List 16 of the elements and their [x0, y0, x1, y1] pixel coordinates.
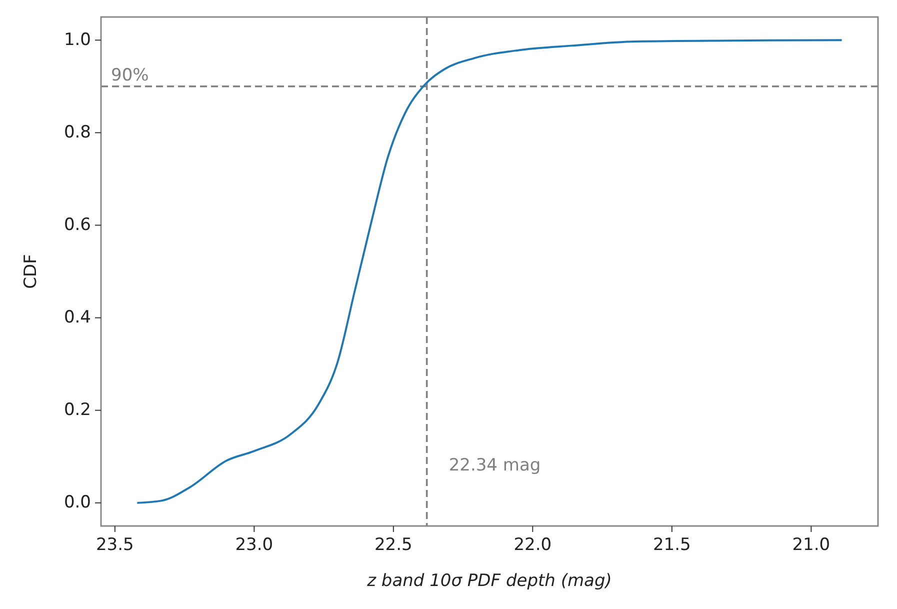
x-axis-title: z band 10σ PDF depth (mag)	[366, 571, 612, 591]
y-tick-label: 0.8	[64, 122, 91, 142]
y-tick-label: 0.4	[64, 307, 91, 328]
y-axis-title: CDF	[21, 254, 41, 289]
y-tick-label: 0.6	[64, 214, 91, 235]
y-tick-label: 0.0	[64, 492, 91, 513]
x-tick-label: 21.0	[792, 535, 830, 555]
ref-line-label: 22.34 mag	[448, 455, 541, 476]
x-tick-label: 23.0	[235, 535, 274, 555]
y-tick-label: 1.0	[64, 30, 91, 50]
x-tick-label: 23.5	[96, 535, 134, 555]
x-tick-label: 21.5	[652, 535, 691, 555]
ref-line-label: 90%	[111, 65, 149, 86]
y-tick-label: 0.2	[64, 400, 91, 420]
x-tick-label: 22.0	[514, 535, 552, 555]
x-tick-label: 22.5	[374, 535, 412, 555]
